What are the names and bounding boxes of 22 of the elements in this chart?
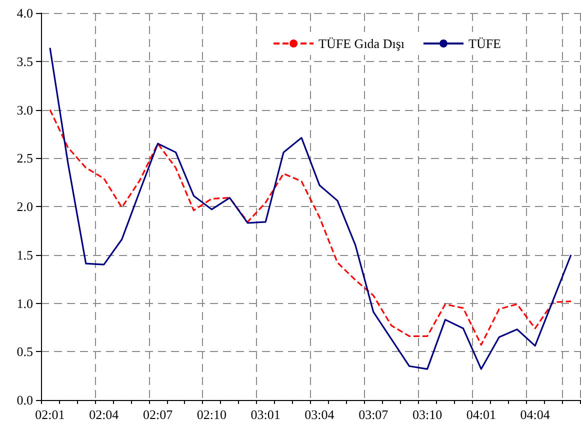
x-tick-label: 03:10 (412, 407, 442, 422)
y-tick-label: 1.0 (16, 296, 33, 311)
x-tick-label: 02:01 (35, 407, 65, 422)
y-tick-label: 4.0 (16, 6, 33, 20)
x-tick-label: 04:01 (466, 407, 496, 422)
y-tick-label: 2.0 (16, 199, 33, 214)
y-tick-label: 1.5 (16, 247, 33, 262)
x-tick-label: 04:04 (520, 407, 550, 422)
x-tick-label: 02:07 (142, 407, 174, 422)
line-series (49, 108, 572, 346)
legend-label: TÜFE (468, 36, 502, 51)
x-tick-label: 02:10 (196, 407, 226, 422)
x-tick-label: 02:04 (89, 407, 120, 422)
legend-label: TÜFE Gıda Dışı (318, 36, 405, 51)
y-tick-label: 0.5 (16, 344, 33, 360)
x-tick-label: 03:07 (358, 407, 389, 422)
x-tick-label: 03:04 (304, 407, 335, 422)
x-tick-label: 03:01 (250, 407, 280, 422)
y-tick-label: 3.5 (16, 54, 33, 69)
y-tick-label: 3.0 (16, 102, 33, 118)
y-tick-label: 0.0 (16, 392, 33, 408)
y-tick-label: 2.5 (16, 150, 33, 166)
